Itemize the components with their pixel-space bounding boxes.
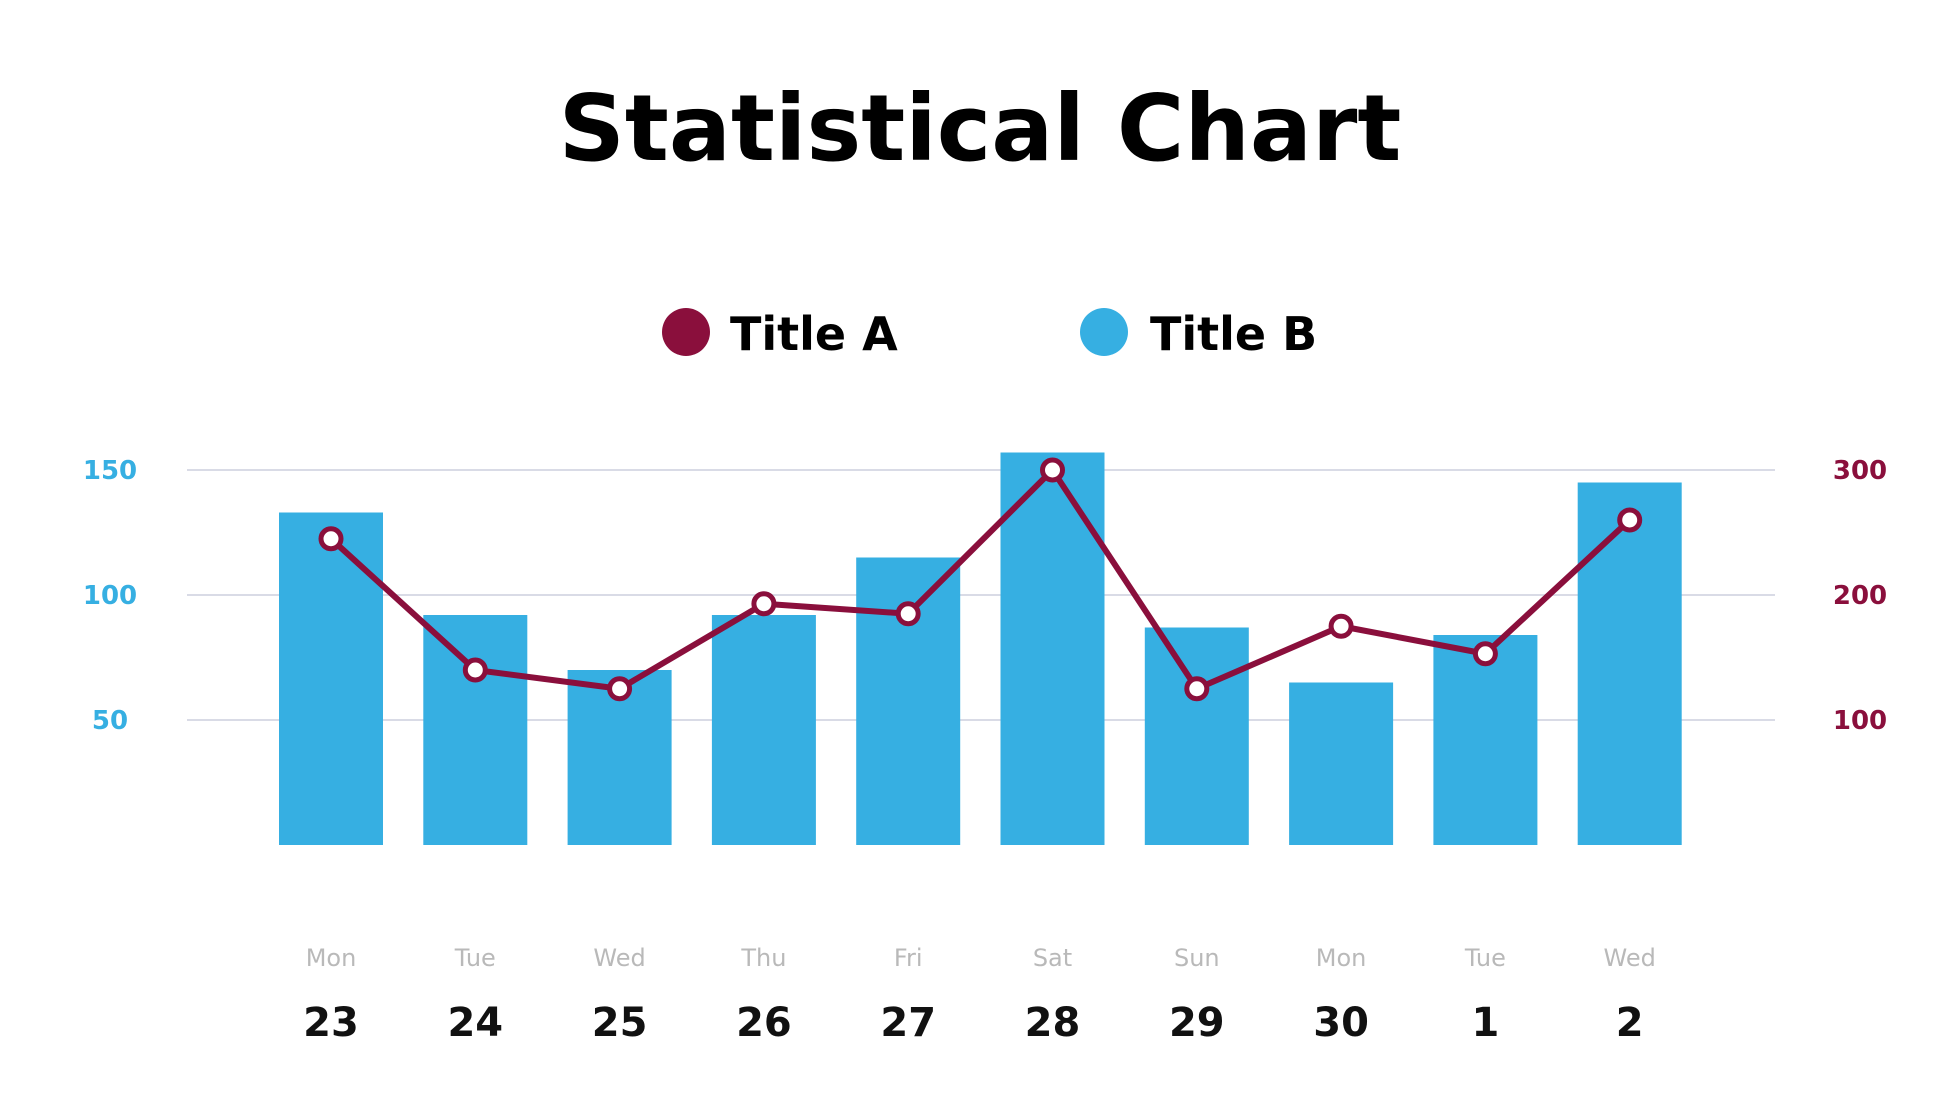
x-day-label: Tue — [1464, 944, 1506, 972]
x-date-label: 29 — [1169, 1000, 1225, 1046]
line-point — [1184, 676, 1210, 702]
bar — [856, 557, 961, 845]
x-date-label: 1 — [1471, 1000, 1499, 1046]
line-path — [328, 467, 1633, 692]
y-left-tick-label: 150 — [83, 456, 137, 486]
x-axis-labels: Mon Tue Wed Thu Fri Sat Sun Mon Tue Wed 23 24 25 26 27… — [303, 944, 1656, 1046]
x-day-label: Thu — [740, 944, 786, 972]
x-date-label: 23 — [303, 1000, 359, 1046]
bar — [1000, 452, 1105, 845]
legend-label-title-a: Title A — [730, 307, 898, 361]
x-day-label: Mon — [306, 944, 357, 972]
line-point — [1472, 641, 1498, 667]
y-right-tick-label: 300 — [1833, 456, 1887, 486]
bar — [711, 615, 816, 845]
x-date-label: 28 — [1025, 1000, 1081, 1046]
y-left-tick-label: 50 — [92, 706, 128, 736]
legend-marker-title-b — [1080, 308, 1128, 356]
x-day-label: Fri — [894, 944, 923, 972]
x-day-label: Mon — [1316, 944, 1367, 972]
line-point — [318, 526, 344, 552]
x-date-label: 26 — [736, 1000, 792, 1046]
bar — [279, 512, 383, 845]
line-point — [1328, 613, 1354, 639]
x-day-label: Sat — [1033, 944, 1072, 972]
x-date-label: 27 — [880, 1000, 936, 1046]
legend: Title A Title B — [662, 307, 1317, 361]
legend-marker-title-a — [662, 308, 710, 356]
line-point — [607, 676, 633, 702]
chart-title: Statistical Chart — [559, 75, 1402, 182]
x-day-label: Wed — [593, 944, 645, 972]
bar — [1433, 635, 1538, 845]
x-date-label: 2 — [1616, 1000, 1644, 1046]
line-point — [751, 591, 777, 617]
x-day-label: Wed — [1604, 944, 1656, 972]
y-axis-right: 100 200 300 — [1833, 456, 1887, 736]
bar — [1577, 482, 1682, 845]
bar — [1289, 682, 1394, 845]
x-date-label: 25 — [592, 1000, 648, 1046]
line-point — [1617, 507, 1643, 533]
y-right-tick-label: 200 — [1833, 581, 1887, 611]
x-day-label: Tue — [454, 944, 496, 972]
bar — [1144, 627, 1249, 845]
y-right-tick-label: 100 — [1833, 706, 1887, 736]
line-point — [462, 657, 488, 683]
x-day-label: Sun — [1174, 944, 1220, 972]
y-axis-left: 50 100 150 — [83, 456, 137, 736]
x-date-label: 30 — [1313, 1000, 1369, 1046]
line-point — [1040, 457, 1065, 483]
line-point — [895, 601, 921, 627]
x-date-label: 24 — [447, 1000, 503, 1046]
bar — [423, 615, 528, 845]
line-series-title-a — [318, 457, 1643, 702]
legend-label-title-b: Title B — [1150, 307, 1317, 361]
y-left-tick-label: 100 — [83, 581, 137, 611]
